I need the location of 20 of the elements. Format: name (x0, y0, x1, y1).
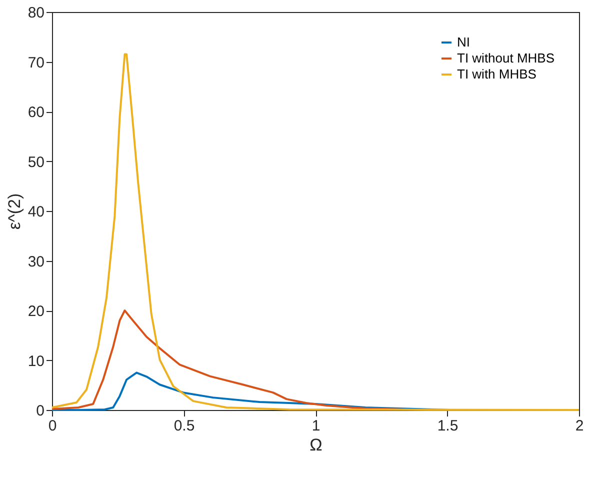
x-tick-label: 0 (48, 418, 57, 434)
legend-label: TI with MHBS (457, 66, 537, 82)
x-tick-label: 0.5 (174, 418, 195, 434)
y-tick-label: 30 (28, 253, 44, 270)
y-tick-label: 40 (28, 204, 44, 220)
legend-label: NI (457, 34, 470, 50)
legend-label: TI without MHBS (457, 50, 555, 66)
y-tick-label: 70 (28, 54, 44, 72)
y-tick-label: 60 (28, 104, 44, 121)
y-tick-label: 50 (28, 154, 44, 171)
line-series (51, 53, 580, 411)
x-tick-label: 1.5 (437, 418, 458, 434)
y-tick-label: 20 (28, 303, 44, 320)
y-tick-label: 10 (28, 352, 44, 370)
y-tick-label: 80 (28, 4, 44, 22)
y-tick-label: 0 (36, 402, 44, 420)
x-axis-title: Ω (310, 436, 322, 454)
x-tick-label: 2 (575, 418, 584, 434)
y-axis-title: ε^(2) (4, 193, 24, 230)
x-tick-label: 1 (312, 418, 320, 434)
